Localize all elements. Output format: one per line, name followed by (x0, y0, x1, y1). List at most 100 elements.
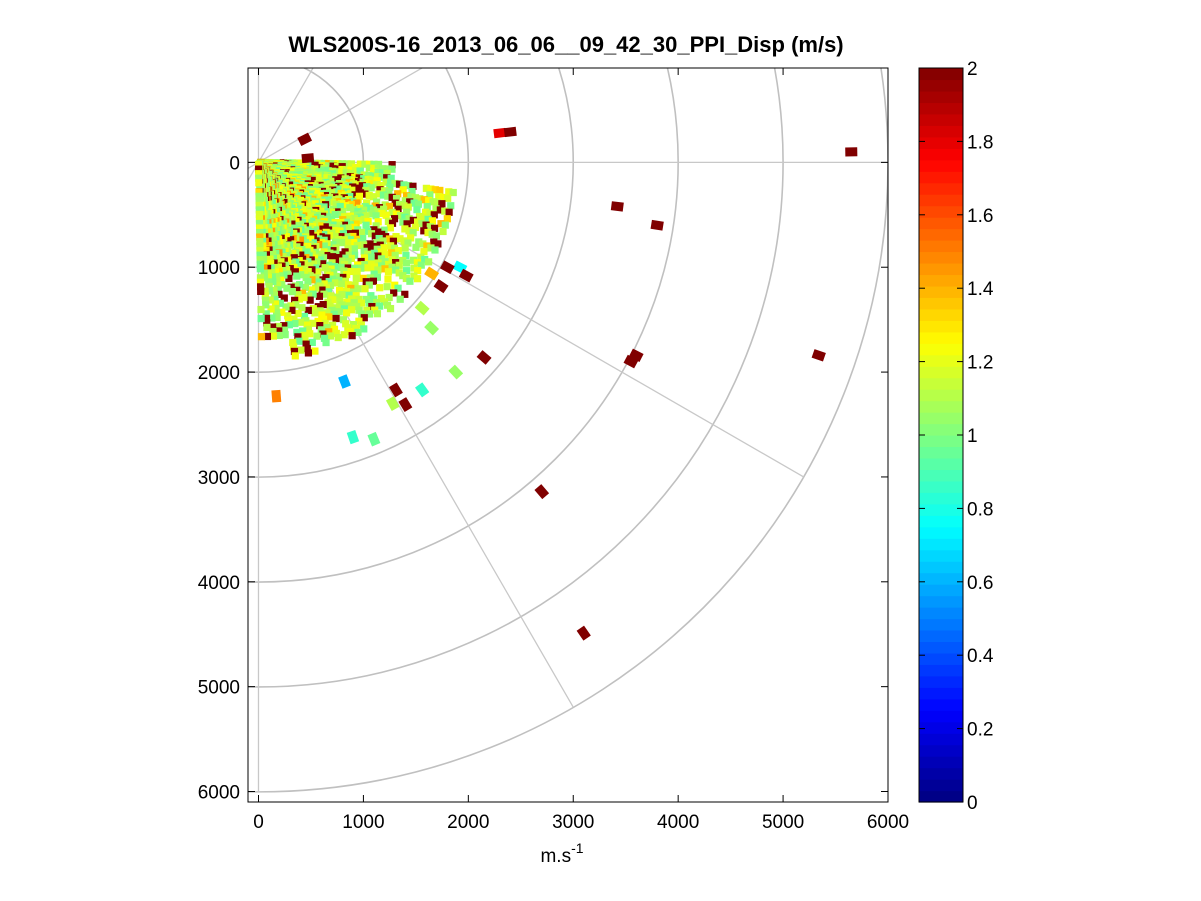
echo-cell (280, 326, 289, 334)
echo-cell (344, 281, 352, 289)
x-axis-label-sup: -1 (571, 840, 584, 856)
colorbar-segment (919, 595, 963, 608)
echo-cell (409, 182, 417, 190)
echo-cell (272, 272, 280, 281)
colorbar-tick-label: 0.8 (967, 499, 993, 520)
echo-cell (384, 217, 392, 226)
echo-cell (400, 237, 408, 245)
echo-cell (400, 202, 408, 210)
echo-cell (287, 283, 295, 291)
colorbar-segment (919, 492, 963, 505)
echo-cell (371, 202, 379, 210)
y-tick-label: 0 (229, 153, 240, 174)
echo-cell (379, 165, 387, 173)
colorbar-segment (919, 526, 963, 539)
echo-cell (372, 212, 380, 220)
echo-cell (411, 194, 419, 202)
echo-cell (256, 274, 265, 282)
echo-cell (376, 241, 384, 249)
echo-cell (387, 174, 395, 182)
echo-cell (350, 206, 358, 214)
echo-cell (260, 274, 269, 282)
echo-cell (384, 275, 392, 283)
echo-cell (332, 272, 340, 281)
echo-cell (326, 332, 335, 340)
colorbar-tick-label: 1.2 (967, 353, 993, 374)
x-tick-label: 1000 (342, 812, 384, 833)
dense-echo-region (254, 158, 457, 360)
echo-cell (420, 248, 428, 256)
echo-cell (347, 295, 356, 303)
echo-cell (375, 234, 383, 243)
echo-cell (307, 286, 315, 294)
spoke-line (248, 162, 260, 182)
echo-cell (360, 215, 368, 223)
echo-cell (370, 243, 378, 251)
echo-cell (316, 159, 324, 168)
echo-cell (402, 192, 411, 200)
echo-cell (260, 269, 268, 277)
echo-cell (317, 326, 325, 334)
echo-cell (345, 302, 353, 310)
x-tick-label: 4000 (657, 812, 699, 833)
echo-cell (255, 201, 263, 209)
echo-cell (262, 246, 270, 254)
echo-cell (308, 338, 316, 347)
colorbar-segment (919, 779, 963, 792)
data-point (493, 127, 507, 139)
echo-cell (374, 164, 382, 173)
data-point (576, 625, 591, 641)
echo-cell (374, 160, 383, 169)
colorbar-segment (919, 641, 963, 654)
echo-cell (318, 276, 326, 284)
echo-cell (289, 249, 297, 258)
echo-cell (372, 239, 381, 247)
echo-cell (300, 331, 308, 339)
echo-cell (311, 347, 319, 355)
echo-cell (269, 327, 277, 336)
echo-cell (402, 267, 411, 275)
echo-cell (319, 260, 327, 268)
echo-cell (353, 199, 361, 207)
echo-cell (424, 215, 432, 223)
colorbar-tick-label: 2 (967, 59, 978, 80)
echo-cell (343, 270, 351, 279)
echo-cell (428, 230, 436, 238)
x-tick-label: 5000 (762, 812, 804, 833)
echo-cell (291, 319, 299, 328)
echo-cell (280, 294, 288, 302)
echo-cell (321, 264, 329, 272)
echo-cell (378, 230, 386, 238)
echo-cell (328, 321, 337, 329)
echo-cell (301, 336, 309, 344)
echo-cell (368, 210, 376, 218)
data-point (458, 268, 474, 283)
echo-cell (312, 284, 320, 292)
echo-cell (338, 301, 346, 309)
echo-cell (306, 330, 314, 338)
echo-cell (402, 251, 410, 260)
echo-cell (364, 217, 372, 226)
colorbar-segment (919, 607, 963, 620)
echo-cell (404, 203, 412, 211)
echo-cell (288, 287, 296, 296)
echo-cell (256, 256, 264, 264)
echo-cell (295, 295, 303, 303)
echo-cell (304, 325, 313, 334)
x-tick-label: 6000 (867, 812, 909, 833)
colorbar-tick-label: 1 (967, 426, 978, 447)
echo-cell (441, 221, 449, 229)
echo-cell (284, 316, 293, 324)
echo-cell (383, 283, 391, 291)
echo-cell (303, 344, 311, 353)
echo-cell (376, 186, 384, 194)
colorbar-segment (919, 629, 963, 643)
data-point (610, 201, 624, 212)
echo-cell (331, 262, 339, 271)
echo-cell (412, 243, 420, 251)
echo-cell (339, 316, 348, 324)
echo-cell (344, 239, 352, 247)
echo-cell (344, 224, 352, 232)
echo-cell (256, 260, 264, 268)
echo-cell (406, 277, 414, 285)
